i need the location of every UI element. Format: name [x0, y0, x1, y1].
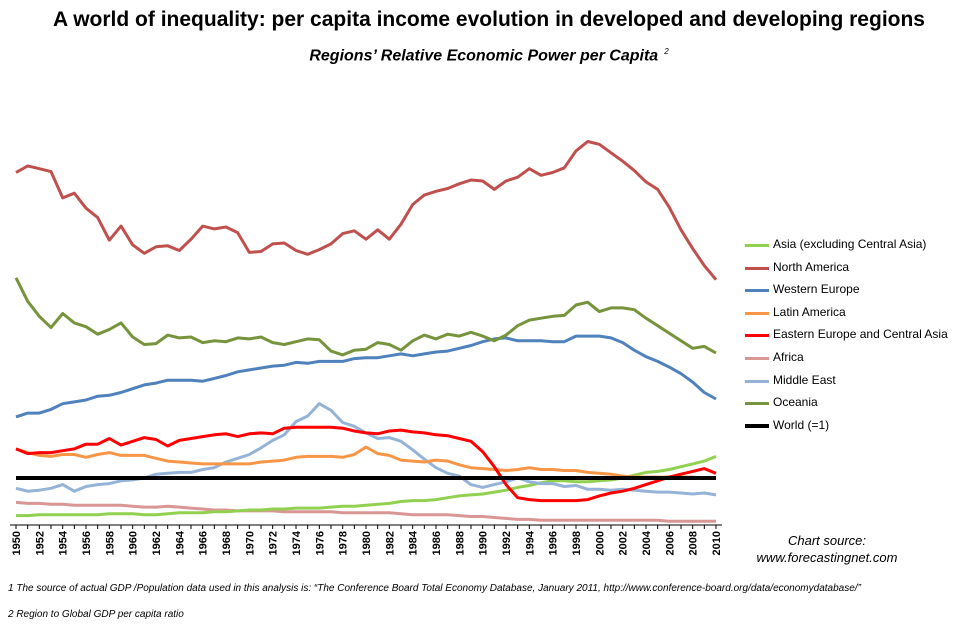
- chart-source: Chart source: www.forecastingnet.com: [742, 532, 912, 566]
- legend-label: Eastern Europe and Central Asia: [773, 327, 948, 342]
- series-line-eastern-europe-and-central-asia: [15, 425, 717, 503]
- x-tick-label: 1994: [524, 530, 536, 555]
- legend-swatch: [745, 244, 769, 247]
- chart-title: A world of inequality: per capita income…: [52, 8, 925, 31]
- subtitle-footnote-marker: 2: [664, 47, 669, 56]
- x-tick-label: 1996: [548, 531, 560, 555]
- x-tick-label: 2008: [688, 531, 700, 555]
- legend-label: North America: [773, 259, 850, 274]
- chart-source-label: Chart source:: [787, 533, 867, 548]
- series-layer: [14, 140, 718, 523]
- x-tick-label: 1970: [244, 531, 256, 555]
- legend-label: Latin America: [773, 304, 846, 319]
- chart-subtitle: Regions’ Relative Economic Power per Cap…: [0, 47, 978, 65]
- legend-swatch: [745, 402, 769, 406]
- legend-label: Western Europe: [773, 282, 860, 297]
- x-tick-label: 1980: [361, 531, 373, 555]
- legend-swatch: [745, 379, 769, 383]
- legend-swatch: [745, 334, 769, 338]
- footnote-2: 2 Region to Global GDP per capita ratio: [8, 609, 184, 620]
- legend-swatch: [745, 423, 769, 428]
- x-tick-label: 1984: [408, 530, 420, 555]
- x-tick-label: 2000: [594, 531, 606, 555]
- legend-swatch: [745, 289, 769, 293]
- legend-label: Oceania: [773, 395, 818, 410]
- x-tick-label: 1992: [501, 531, 513, 555]
- x-tick-label: 2006: [664, 531, 676, 555]
- x-tick-label: 1956: [81, 531, 93, 555]
- x-tick-label: 1952: [34, 531, 46, 555]
- x-tick-label: 1988: [454, 531, 466, 555]
- x-tick-label: 1958: [104, 531, 116, 555]
- legend-swatch: [745, 266, 769, 270]
- legend-swatch: [745, 356, 769, 360]
- x-tick-label: 1968: [221, 531, 233, 555]
- x-tick-label: 1974: [291, 530, 303, 555]
- series-line-oceania: [14, 277, 717, 357]
- legend-label: Middle East: [773, 372, 836, 387]
- legend-label: World (=1): [773, 417, 830, 432]
- series-line-north-america: [15, 140, 718, 281]
- legend-swatch: [745, 311, 769, 315]
- x-tick-label: 1978: [338, 531, 350, 555]
- x-tick-label: 1966: [198, 531, 210, 555]
- series-line-africa: [15, 500, 716, 523]
- x-tick-label: 1976: [314, 531, 326, 555]
- x-tick-label: 1982: [384, 531, 396, 555]
- chart-subtitle-text: Regions’ Relative Economic Power per Cap…: [309, 47, 659, 65]
- x-axis: 1950 1952 1954 1956 1958 1960 1962 1964 1966 1968…: [10, 524, 723, 555]
- series-line-latin-america: [15, 445, 716, 480]
- x-tick-label: 1998: [571, 531, 583, 555]
- x-tick-label: 1972: [268, 531, 280, 555]
- x-tick-label: 2002: [618, 531, 630, 555]
- x-tick-label: 2010: [711, 531, 723, 555]
- x-tick-label: 1962: [151, 531, 163, 555]
- x-tick-label: 1960: [128, 531, 140, 555]
- x-tick-label: 1954: [58, 530, 70, 555]
- x-tick-label: 2004: [641, 530, 653, 555]
- legend-label: Africa: [773, 349, 804, 364]
- x-tick-label: 1964: [174, 530, 186, 555]
- x-tick-label: 1990: [478, 531, 490, 555]
- legend-label: Asia (excluding Central Asia): [773, 237, 927, 251]
- chart-source-url: www.forecastingnet.com: [756, 550, 898, 565]
- footnote-1: 1 The source of actual GDP /Population d…: [8, 583, 861, 594]
- x-tick-label: 1986: [431, 531, 443, 555]
- x-tick-label: 1950: [11, 531, 23, 555]
- series-line-asia-excluding-central-asia: [16, 455, 717, 518]
- series-line-western-europe: [15, 334, 717, 419]
